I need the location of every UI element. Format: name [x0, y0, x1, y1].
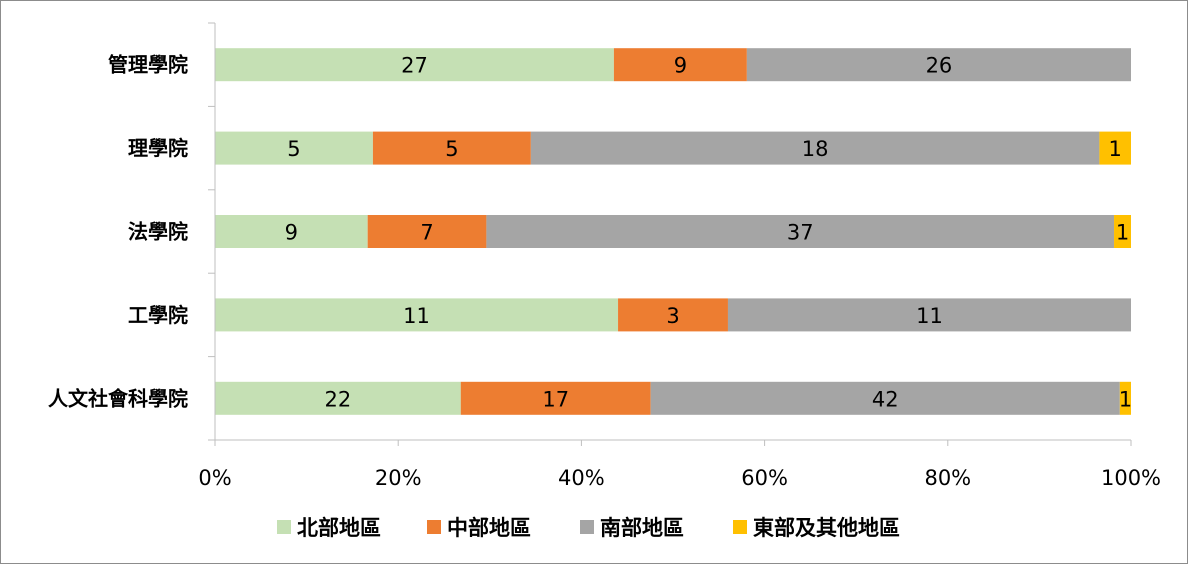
data-label: 1 — [1116, 221, 1129, 245]
bar-segment — [1114, 215, 1131, 248]
data-label: 18 — [802, 137, 829, 161]
bar-segment — [613, 48, 747, 82]
bar-segment — [618, 298, 728, 332]
legend-swatch — [427, 520, 441, 534]
category-label: 法學院 — [128, 220, 188, 244]
data-label: 27 — [401, 54, 428, 78]
bar-segment — [215, 381, 461, 415]
legend: 北部地區 中部地區 南部地區 東部及其他地區 — [277, 516, 900, 540]
bar-segment — [215, 298, 619, 332]
bar-segment — [367, 215, 487, 248]
category-label: 理學院 — [128, 136, 188, 160]
x-tick-label: 80% — [924, 466, 971, 490]
category-label: 人文社會科學院 — [48, 386, 188, 410]
data-label: 5 — [287, 137, 300, 161]
bar-segment — [215, 131, 373, 165]
x-tick-label: 40% — [558, 466, 605, 490]
x-tick-label: 60% — [741, 466, 788, 490]
data-label: 1 — [1109, 137, 1122, 161]
data-label: 26 — [926, 54, 953, 78]
data-label: 22 — [325, 387, 352, 411]
category-label: 工學院 — [128, 303, 188, 327]
data-label: 9 — [285, 221, 298, 245]
legend-label: 東部及其他地區 — [753, 516, 900, 540]
legend-swatch — [580, 520, 594, 534]
x-tick-label: 0% — [198, 466, 231, 490]
category-label: 管理學院 — [108, 53, 188, 77]
data-label: 17 — [542, 387, 569, 411]
legend-label: 北部地區 — [297, 516, 381, 540]
data-label: 7 — [420, 221, 433, 245]
legend-label: 南部地區 — [600, 516, 684, 540]
data-label: 3 — [666, 304, 679, 328]
bar-segment — [530, 131, 1100, 165]
bar-segment — [460, 381, 651, 415]
data-label: 11 — [916, 304, 943, 328]
data-label: 11 — [403, 304, 430, 328]
bar-segment — [746, 48, 1131, 82]
bar-segment — [1099, 131, 1131, 165]
x-tick-label: 20% — [375, 466, 422, 490]
data-label: 1 — [1119, 387, 1132, 411]
bars-layer — [215, 48, 1131, 415]
bar-segment — [727, 298, 1131, 332]
legend-label: 中部地區 — [447, 516, 531, 540]
bar-segment — [1119, 381, 1131, 415]
legend-swatch — [277, 520, 291, 534]
bar-segment — [215, 215, 368, 248]
axis-layer — [208, 22, 1132, 446]
x-tick-label: 100% — [1101, 466, 1161, 490]
bar-segment — [486, 215, 1115, 248]
labels-layer: 0% 20% 40% 60% 80% 100% 管理學院 27 9 26 理學院 5 5 18 1 法學院 9 7… — [48, 53, 1161, 490]
data-label: 9 — [674, 54, 687, 78]
data-label: 37 — [787, 221, 814, 245]
legend-swatch — [733, 520, 747, 534]
bar-segment — [372, 131, 531, 165]
bar-segment — [650, 381, 1120, 415]
data-label: 5 — [445, 137, 458, 161]
bar-segment — [215, 48, 614, 82]
data-label: 42 — [872, 387, 899, 411]
